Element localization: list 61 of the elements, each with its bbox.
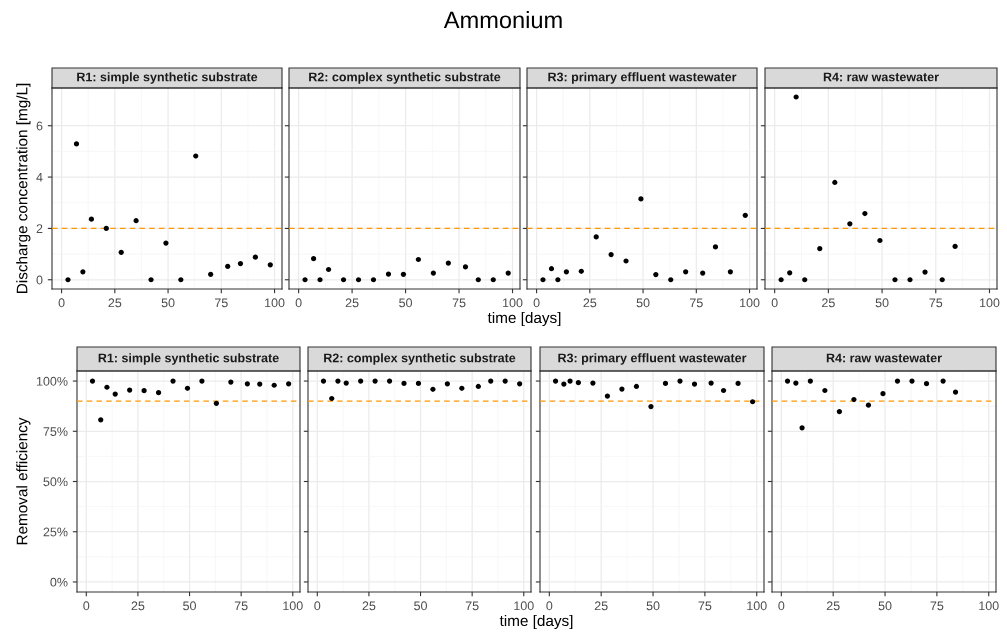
x-tick-label: 75 <box>234 601 248 611</box>
chart-subtitle: Ammonium <box>443 11 562 29</box>
y-tick-label: 4 <box>36 173 43 182</box>
x-tick-label: 50 <box>646 601 660 611</box>
x-tick-label: 0 <box>546 601 553 611</box>
x-tick-label: 75 <box>689 298 703 308</box>
y-tick-label: 0 <box>36 275 43 285</box>
x-tick-label: 0 <box>83 601 90 611</box>
y-tick-label: 0% <box>50 577 68 587</box>
x-tick-label: 75 <box>698 601 712 611</box>
x-tick-label: 100 <box>283 601 303 611</box>
x-tick-label: 25 <box>826 601 840 611</box>
chart-title: R1: simple synthetic substrate <box>77 72 258 84</box>
x-tick-label: 25 <box>362 601 376 611</box>
x-tick-label: 100 <box>503 298 523 308</box>
x-tick-label: 75 <box>215 298 228 308</box>
x-tick-label: 50 <box>161 298 175 308</box>
x-tick-label: 25 <box>583 298 597 308</box>
x-tick-label: 100 <box>979 601 999 611</box>
y-tick-label: 75% <box>43 427 68 436</box>
x-tick-label: 100 <box>747 601 767 611</box>
y-tick-label: 2 <box>36 224 43 233</box>
chart-title: R2: complex synthetic substrate <box>309 72 501 84</box>
x-tick-label: 25 <box>594 601 608 611</box>
x-tick-label: 25 <box>131 601 145 611</box>
y-tick-label: 50% <box>43 477 68 487</box>
x-tick-label: 25 <box>345 298 359 308</box>
y-tick-label: 100% <box>36 376 68 386</box>
y-tick-label: 25% <box>43 527 68 537</box>
x-axis-title: time [days] <box>487 311 561 327</box>
x-tick-label: 75 <box>452 298 466 308</box>
chart-title: R4: raw wastewater <box>823 72 939 82</box>
x-tick-label: 50 <box>636 298 650 308</box>
x-tick-label: 0 <box>295 298 302 308</box>
chart-title: R1: simple synthetic substrate <box>98 353 279 365</box>
x-tick-label: 50 <box>875 298 889 308</box>
chart-title: R3: primary effluent wastewater <box>548 72 737 84</box>
x-tick-label: 0 <box>778 601 785 611</box>
x-tick-label: 100 <box>514 601 534 611</box>
x-tick-label: 100 <box>265 298 285 308</box>
x-axis-title: time [days] <box>499 614 573 630</box>
x-tick-label: 25 <box>822 298 835 308</box>
chart-title: R3: primary effluent wastewater <box>558 353 747 365</box>
x-tick-label: 25 <box>108 298 122 308</box>
x-tick-label: 0 <box>771 298 778 308</box>
x-tick-label: 100 <box>740 298 760 308</box>
chart-title: R2: complex synthetic substrate <box>324 353 516 365</box>
x-tick-label: 0 <box>314 601 321 611</box>
chart-title: R4: raw wastewater <box>826 353 942 363</box>
y-axis-title: Removal efficiency <box>16 417 31 545</box>
x-tick-label: 50 <box>183 601 196 611</box>
x-tick-label: 75 <box>930 601 944 611</box>
x-tick-label: 50 <box>878 601 892 611</box>
x-tick-label: 75 <box>929 298 943 308</box>
x-tick-label: 50 <box>414 601 427 611</box>
y-tick-label: 6 <box>36 121 43 131</box>
x-tick-label: 100 <box>980 298 1000 308</box>
x-tick-label: 75 <box>465 601 479 611</box>
x-tick-label: 50 <box>399 298 413 308</box>
y-axis-title: Discharge concentration [mg/L] <box>16 83 31 293</box>
x-tick-label: 0 <box>533 298 540 308</box>
